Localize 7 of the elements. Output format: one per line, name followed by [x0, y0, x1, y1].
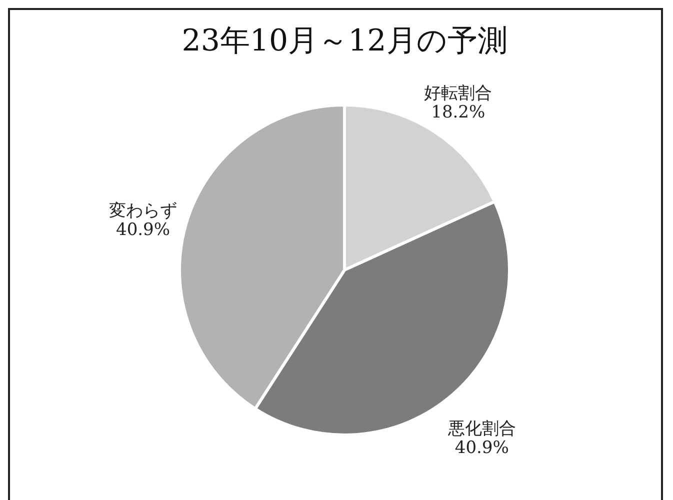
data-label: 18.2%: [431, 102, 486, 122]
chart-title: 23年10月～12月の予測: [182, 23, 508, 58]
data-label: 40.9%: [116, 220, 170, 240]
slice-label: 悪化割合: [446, 418, 516, 439]
slice-label: 好転割合: [424, 83, 492, 104]
slice-label: 変わらず: [109, 200, 178, 221]
data-label: 40.9%: [454, 438, 509, 458]
